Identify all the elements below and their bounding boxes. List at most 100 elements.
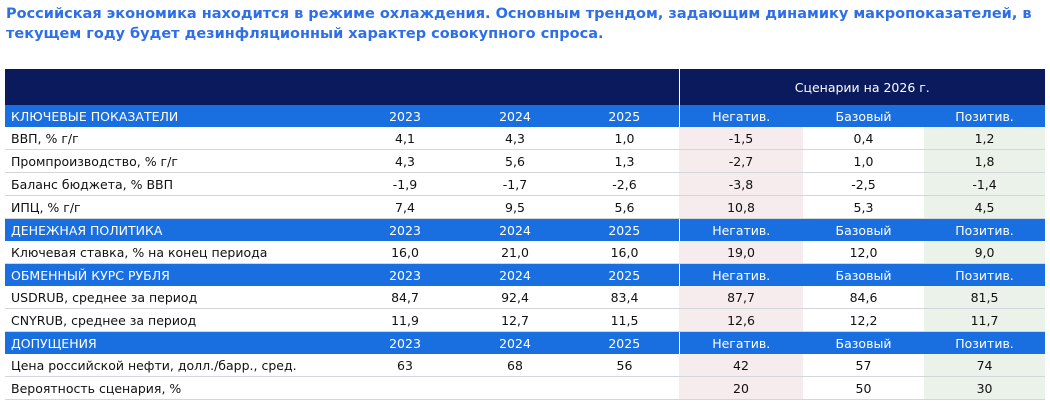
column-header: 2024 xyxy=(460,218,570,241)
table-cell: 16,0 xyxy=(570,241,679,264)
table-cell xyxy=(570,376,679,400)
table-cell: -1,5 xyxy=(679,127,803,150)
column-header: 2023 xyxy=(350,331,460,354)
table-row: Цена российской нефти, долл./барр., сред… xyxy=(5,354,1046,377)
table-cell: 21,0 xyxy=(460,241,570,264)
section-title: ДОПУЩЕНИЯ xyxy=(5,331,350,354)
table-cell xyxy=(460,376,570,400)
table-cell: 1,3 xyxy=(570,149,679,173)
column-header: 2024 xyxy=(460,263,570,286)
table-row: Вероятность сценария, % 20 50 30 xyxy=(5,376,1046,400)
table-cell: 0,4 xyxy=(803,127,924,150)
section-header-row: ДЕНЕЖНАЯ ПОЛИТИКА 2023 2024 2025 Негатив. Баз… xyxy=(5,218,1046,241)
column-header: 2025 xyxy=(570,105,679,127)
table-cell xyxy=(350,376,460,400)
table-cell: 84,7 xyxy=(350,286,460,309)
section-header-row: ДОПУЩЕНИЯ 2023 2024 2025 Негатив. Базовый Пози… xyxy=(5,331,1046,354)
section-header-row: КЛЮЧЕВЫЕ ПОКАЗАТЕЛИ 2023 2024 2025 Негатив. Б… xyxy=(5,105,1046,127)
column-header: Негатив. xyxy=(678,218,803,241)
table-cell: 9,0 xyxy=(924,241,1046,264)
row-label: ИПЦ, % г/г xyxy=(5,195,350,219)
table-cell: 4,5 xyxy=(924,195,1046,219)
table-cell: 83,4 xyxy=(570,286,679,309)
row-label: Промпроизводство, % г/г xyxy=(5,149,350,173)
table-cell: 9,5 xyxy=(460,195,570,219)
table-cell: 16,0 xyxy=(350,241,460,264)
column-header: 2024 xyxy=(460,331,570,354)
table-cell: 92,4 xyxy=(460,286,570,309)
column-header: 2023 xyxy=(350,218,460,241)
table-cell: 11,9 xyxy=(350,308,460,332)
table-row: Ключевая ставка, % на конец периода 16,0 2… xyxy=(5,241,1046,264)
column-header: Базовый xyxy=(803,105,924,127)
section-title: ОБМЕННЫЙ КУРС РУБЛЯ xyxy=(5,263,350,286)
row-label: USDRUB, среднее за период xyxy=(5,286,350,309)
header-blank xyxy=(350,69,460,105)
scenario-header: Сценарии на 2026 г. xyxy=(678,69,1046,105)
macro-forecast-table: Сценарии на 2026 г. КЛЮЧЕВЫЕ ПОКАЗАТЕЛИ 2… xyxy=(5,69,1046,400)
table-cell: 1,8 xyxy=(924,149,1046,173)
table-row: Баланс бюджета, % ВВП -1,9 -1,7 -2,6 -3,8 -2,… xyxy=(5,172,1046,196)
header-blank xyxy=(570,69,679,105)
column-header: 2025 xyxy=(570,263,679,286)
table-cell: -2,6 xyxy=(570,172,679,196)
row-label: Вероятность сценария, % xyxy=(5,376,350,400)
column-header: Базовый xyxy=(803,218,924,241)
table-row: ВВП, % г/г 4,1 4,3 1,0 -1,5 0,4 1,2 xyxy=(5,127,1046,150)
table-cell: 4,1 xyxy=(350,127,460,150)
table-cell: -3,8 xyxy=(679,172,803,196)
column-header: Базовый xyxy=(803,263,924,286)
column-header: Позитив. xyxy=(924,218,1046,241)
column-header: Негатив. xyxy=(678,331,803,354)
table-cell: 4,3 xyxy=(350,149,460,173)
table-cell: -2,7 xyxy=(679,149,803,173)
table-cell: 42 xyxy=(679,354,803,377)
table-cell: -1,4 xyxy=(924,172,1046,196)
page-title: Российская экономика находится в режиме … xyxy=(6,6,1032,42)
table-cell: 4,3 xyxy=(460,127,570,150)
table-cell: 50 xyxy=(803,376,924,400)
table-cell: 5,3 xyxy=(803,195,924,219)
column-header: Негатив. xyxy=(678,263,803,286)
column-header: 2025 xyxy=(570,331,679,354)
column-header: Базовый xyxy=(803,331,924,354)
header-blank xyxy=(5,69,350,105)
row-label: Ключевая ставка, % на конец периода xyxy=(5,241,350,264)
table-cell: 81,5 xyxy=(924,286,1046,309)
table-cell: 19,0 xyxy=(679,241,803,264)
table-cell: 12,2 xyxy=(803,308,924,332)
table-cell: 5,6 xyxy=(460,149,570,173)
row-label: Цена российской нефти, долл./барр., сред… xyxy=(5,354,350,377)
table-row: USDRUB, среднее за период 84,7 92,4 83,4 87,… xyxy=(5,286,1046,309)
table-cell: 57 xyxy=(803,354,924,377)
row-label: ВВП, % г/г xyxy=(5,127,350,150)
column-header: Позитив. xyxy=(924,263,1046,286)
table-cell: -1,7 xyxy=(460,172,570,196)
table-row: CNYRUB, среднее за период 11,9 12,7 11,5 12,… xyxy=(5,308,1046,332)
table-cell: 30 xyxy=(924,376,1046,400)
row-label: CNYRUB, среднее за период xyxy=(5,308,350,332)
table-cell: 12,0 xyxy=(803,241,924,264)
table-cell: 12,6 xyxy=(679,308,803,332)
table-cell: 5,6 xyxy=(570,195,679,219)
table-row: ИПЦ, % г/г 7,4 9,5 5,6 10,8 5,3 4,5 xyxy=(5,195,1046,219)
table-cell: 74 xyxy=(924,354,1046,377)
table-row: Промпроизводство, % г/г 4,3 5,6 1,3 -2,7 1,0 1… xyxy=(5,149,1046,173)
column-header: Позитив. xyxy=(924,331,1046,354)
table-cell: 87,7 xyxy=(679,286,803,309)
table-cell: 7,4 xyxy=(350,195,460,219)
column-header: Негатив. xyxy=(678,105,803,127)
column-header: Позитив. xyxy=(924,105,1046,127)
table-cell: -2,5 xyxy=(803,172,924,196)
table-cell: 84,6 xyxy=(803,286,924,309)
table-cell: 12,7 xyxy=(460,308,570,332)
column-header: 2024 xyxy=(460,105,570,127)
row-label: Баланс бюджета, % ВВП xyxy=(5,172,350,196)
table-cell: 56 xyxy=(570,354,679,377)
table-cell: 1,0 xyxy=(570,127,679,150)
column-header: 2023 xyxy=(350,263,460,286)
table-top-header: Сценарии на 2026 г. xyxy=(5,69,1046,105)
table-cell: 20 xyxy=(679,376,803,400)
section-title: ДЕНЕЖНАЯ ПОЛИТИКА xyxy=(5,218,350,241)
section-title: КЛЮЧЕВЫЕ ПОКАЗАТЕЛИ xyxy=(5,105,350,127)
